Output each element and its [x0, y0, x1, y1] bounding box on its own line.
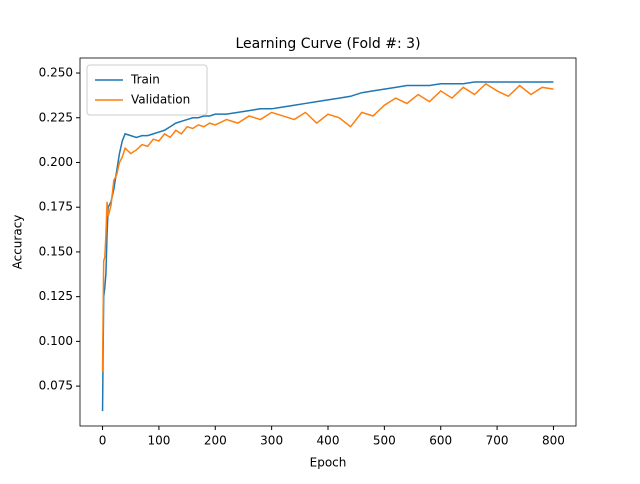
- x-tick-label: 600: [429, 434, 452, 448]
- legend-box: [86, 64, 208, 116]
- chart-title: Learning Curve (Fold #: 3): [235, 36, 420, 52]
- y-tick-label: 0.125: [39, 289, 73, 303]
- x-tick-label: 100: [147, 434, 170, 448]
- y-tick-label: 0.075: [39, 379, 73, 393]
- x-axis-label: Epoch: [310, 456, 347, 470]
- y-tick-label: 0.100: [39, 334, 73, 348]
- legend-label: Validation: [131, 93, 190, 107]
- y-tick-label: 0.225: [39, 110, 73, 124]
- y-axis-label: Accuracy: [11, 215, 25, 270]
- y-tick-label: 0.250: [39, 66, 73, 80]
- x-tick-label: 0: [99, 434, 107, 448]
- y-tick-label: 0.150: [39, 244, 73, 258]
- data-line: [101, 81, 554, 412]
- x-tick-label: 200: [204, 434, 227, 448]
- x-tick-label: 700: [486, 434, 509, 448]
- x-tick-label: 500: [373, 434, 396, 448]
- x-tick-label: 800: [542, 434, 565, 448]
- data-line: [101, 82, 554, 372]
- plot-frame: [79, 57, 577, 427]
- y-tick-label: 0.200: [39, 155, 73, 169]
- x-tick-label: 400: [317, 434, 340, 448]
- legend-label: Train: [130, 73, 160, 87]
- y-tick-label: 0.175: [39, 200, 73, 214]
- x-tick-label: 300: [260, 434, 283, 448]
